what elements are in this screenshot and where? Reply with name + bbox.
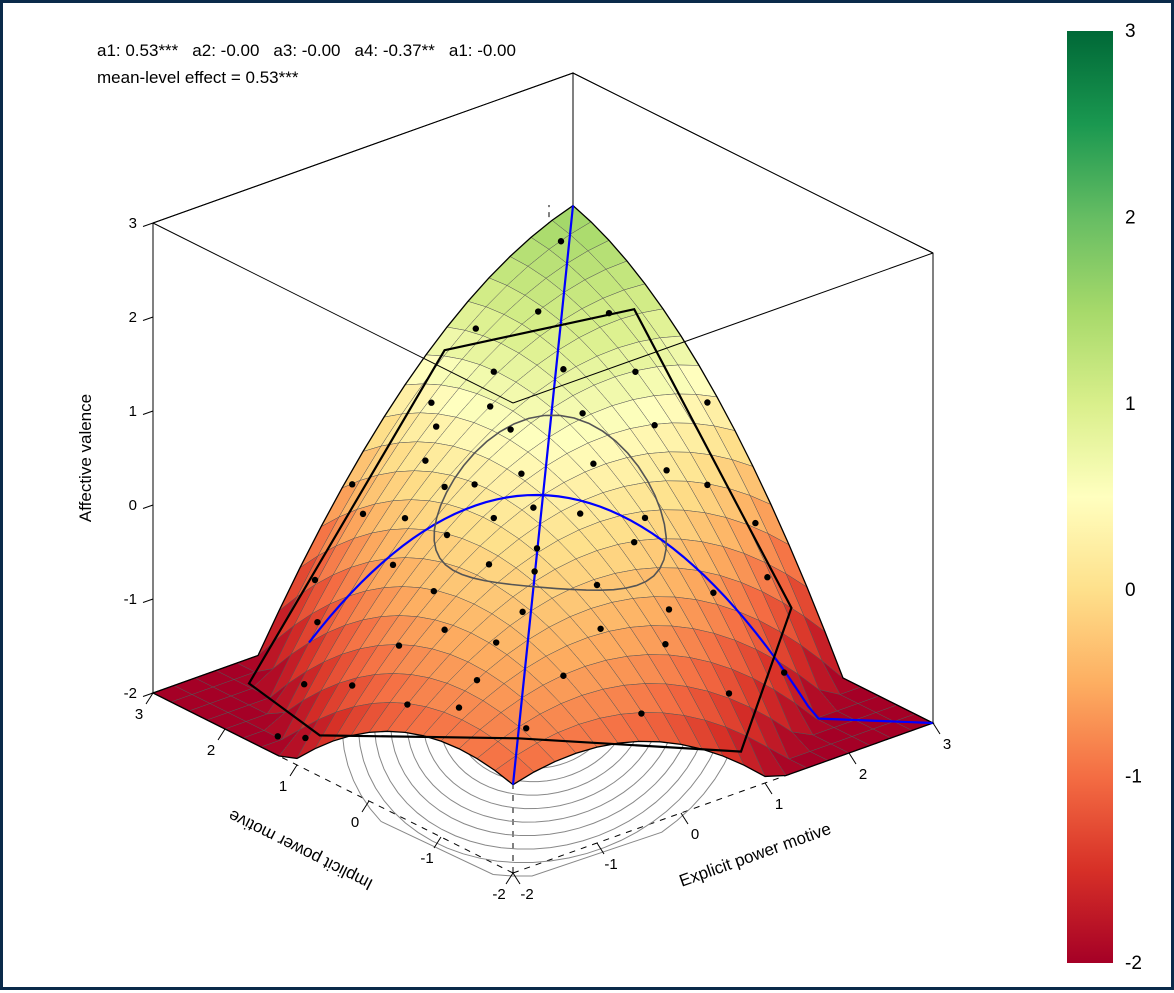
svg-text:-1: -1 [420, 850, 433, 867]
svg-text:2: 2 [129, 309, 137, 326]
svg-text:1: 1 [129, 403, 137, 420]
svg-text:Affective valence: Affective valence [76, 394, 95, 522]
svg-text:3: 3 [943, 736, 951, 753]
svg-text:0: 0 [129, 497, 137, 514]
svg-text:-2: -2 [124, 685, 137, 702]
svg-text:1: 1 [279, 778, 287, 795]
svg-text:0: 0 [351, 814, 359, 831]
svg-text:-2: -2 [492, 886, 505, 903]
svg-text:-1: -1 [124, 591, 137, 608]
svg-text:2: 2 [859, 766, 867, 783]
svg-text:3: 3 [1125, 21, 1136, 42]
svg-text:1: 1 [775, 796, 783, 813]
svg-text:0: 0 [1125, 580, 1136, 601]
svg-text:Explicit power motive: Explicit power motive [677, 819, 834, 891]
svg-text:-2: -2 [520, 886, 533, 903]
chart-frame: a1: 0.53***a2: -0.00a3: -0.00a4: -0.37**… [0, 0, 1174, 990]
plot-svg: -2-10123Affective valence-2-10123Implici… [3, 3, 1174, 993]
svg-text:2: 2 [207, 742, 215, 759]
svg-text:-1: -1 [604, 856, 617, 873]
svg-text:0: 0 [691, 826, 699, 843]
colorbar: -2 -1 0 1 2 3 [1067, 21, 1142, 974]
svg-text:1: 1 [1125, 394, 1136, 415]
svg-text:3: 3 [129, 215, 137, 232]
svg-text:-2: -2 [1125, 953, 1142, 974]
svg-text:3: 3 [135, 706, 143, 723]
svg-text:-1: -1 [1125, 767, 1142, 788]
svg-text:2: 2 [1125, 207, 1136, 228]
